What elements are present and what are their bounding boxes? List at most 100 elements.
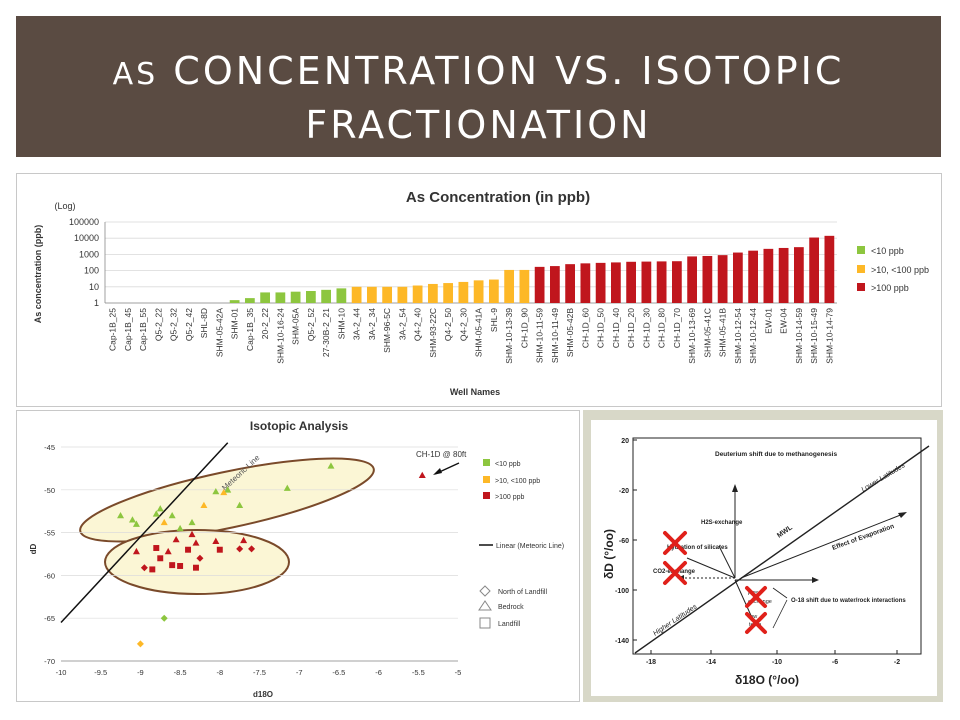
bar-x-tick-label: SHM-05-41A	[474, 308, 484, 357]
label-deuterium: Deuterium shift due to methanogenesis	[715, 451, 837, 458]
iso-x-tick-label: -5.5	[412, 668, 425, 677]
log-note: (Log)	[54, 201, 75, 211]
diagram-x-tick-label: -6	[832, 659, 838, 666]
bar-SHM-10-11-49	[549, 266, 560, 303]
label-hydration: Hydration of silicates	[667, 545, 728, 551]
mwl-line	[634, 445, 930, 654]
title-line2: FRACTIONATION	[305, 103, 652, 147]
bar-x-tick-label: SHM-10-11-49	[550, 308, 560, 363]
label-o18-shift: O-18 shift due to water/rock interaction…	[791, 598, 906, 604]
point-triangle	[283, 484, 291, 491]
bar-SHM-10-13-39	[504, 269, 515, 303]
bar-Q5-2_52	[305, 291, 316, 303]
bar-SHM-10-12-44	[748, 250, 759, 303]
point-square	[177, 563, 184, 569]
iso-legend-label-green: <10 ppb	[495, 461, 521, 468]
iso-legend-label-bedrock: Bedrock	[498, 604, 524, 611]
red-x-icon	[745, 612, 767, 634]
point-diamond	[160, 614, 168, 622]
bar-x-tick-label: 3A-2_44	[352, 308, 362, 340]
point-triangle	[212, 537, 220, 544]
point-triangle	[164, 547, 172, 555]
bar-y-tick-label: 1	[94, 298, 99, 308]
bar-axes: 1 10 100 1000 10000 100000	[69, 217, 837, 308]
bar-3A-2_44	[351, 286, 362, 303]
bar-x-tick-label: EW-01	[763, 308, 773, 334]
bar-20-2_22	[260, 292, 271, 303]
bar-CH-1D_60	[580, 263, 591, 303]
bar-SHM-93-22C	[427, 283, 438, 303]
bar-SHM-01	[229, 300, 240, 303]
red-x-marks	[663, 531, 767, 634]
point-triangle	[192, 539, 200, 546]
bar-3A-2_54	[397, 286, 408, 303]
brace-o18-b	[772, 599, 788, 629]
bar-x-tick-label: SHM-96-5C	[382, 308, 392, 353]
bar-CH-1D_40	[610, 262, 621, 303]
point-diamond	[196, 554, 204, 562]
point-square	[157, 555, 164, 562]
iso-points	[117, 462, 426, 648]
iso-axes: -45 -50 -55 -60 -65 -70-10 -9.5 -9 -8.5 -8 -7.5 -7 -…	[44, 443, 461, 677]
bar-SHM-05-41A	[473, 280, 484, 303]
bar-x-tick-label: Q5-2_42	[184, 308, 194, 341]
point-square	[216, 546, 223, 553]
bar-x-tick-label: SHM-10-13-39	[504, 308, 514, 364]
bar-3A-2_34	[366, 286, 377, 303]
diagram-x-tick-label: -10	[772, 659, 782, 666]
bar-x-tick-label: Cap-1B_45	[123, 308, 133, 351]
label-low-small: low	[749, 614, 757, 620]
diagram-x-tick-label: -14	[706, 659, 716, 666]
arrow-deuterium-head	[732, 484, 738, 492]
bar-x-tick-label: 3A-2_34	[367, 308, 377, 340]
iso-legend: <10 ppb >10, <100 ppb >100 ppb Linear (M…	[478, 459, 564, 629]
bar-x-tick-label: SHM-05-41C	[702, 308, 712, 358]
point-square	[169, 562, 176, 569]
point-triangle	[327, 462, 335, 469]
iso-legend-swatch-green	[483, 459, 490, 466]
bar-x-tick-label: Q5-2_32	[169, 308, 179, 341]
bar-Q4-2_30	[458, 281, 469, 303]
label-h2s: H2S-exchange	[701, 520, 743, 526]
bar-x-tick-label: CH-1D_50	[596, 308, 606, 348]
bar-x-tick-labels: Cap-1B_25 Cap-1B_45 Cap-1B_55 Q5-2_22 Q5-2_3…	[108, 308, 835, 364]
bar-CH-1D_20	[626, 261, 637, 303]
iso-x-tick-label: -9	[137, 668, 144, 677]
bar-x-tick-label: CH-1D_20	[626, 308, 636, 348]
iso-y-tick-label: -45	[44, 443, 55, 452]
iso-legend-label-line: Linear (Meteoric Line)	[496, 543, 564, 550]
bar-x-tick-label: CH-1D_70	[672, 308, 682, 348]
iso-y-tick-label: -65	[44, 614, 55, 623]
bar-SHM-05-42B	[565, 264, 576, 303]
iso-x-tick-label: -5	[455, 668, 462, 677]
iso-y-tick-label: -70	[44, 657, 55, 666]
bar-x-tick-label: SHM-05A	[291, 308, 301, 345]
point-triangle	[200, 501, 208, 509]
iso-legend-square-icon	[479, 617, 491, 629]
bar-x-tick-label: CH-1D_60	[580, 308, 590, 348]
point-diamond	[236, 545, 244, 553]
bar-SHM-10	[336, 288, 347, 303]
diagram-x-tick-label: -18	[646, 659, 656, 666]
upper-ellipse	[79, 457, 375, 543]
point-square	[185, 546, 192, 553]
bar-SHM-10-13-69	[687, 256, 698, 303]
point-triangle	[236, 501, 244, 509]
title-bar: As CONCENTRATION VS. ISOTOPIC FRACTIONAT…	[16, 16, 941, 157]
bar-SHM-10-14-79	[824, 235, 835, 303]
iso-legend-label-north: North of Landfill	[498, 589, 547, 596]
bar-x-tick-label: Cap-1B_25	[108, 308, 118, 351]
bar-x-tick-label: SHM-05-42A	[214, 308, 224, 357]
bar-x-tick-label: SHM-10-12-54	[733, 308, 743, 364]
arrow-o18-head	[812, 577, 819, 583]
bar-chart-panel: As Concentration (in ppb) (Log) As conce…	[16, 173, 942, 407]
diagram-ylabel: δD (°/oo)	[602, 529, 616, 579]
bar-CH-1D_70	[671, 261, 682, 303]
iso-legend-label-red: >100 ppb	[495, 494, 524, 501]
diagram-y-tick-label: 20	[621, 438, 629, 445]
bar-EW-04	[778, 247, 789, 303]
iso-legend-label-yellow: >10, <100 ppb	[495, 478, 540, 485]
bar-SHM-05A	[290, 291, 301, 303]
arrow-h2s	[718, 545, 736, 579]
diagram-xlabel: δ18O (°/oo)	[735, 673, 799, 687]
